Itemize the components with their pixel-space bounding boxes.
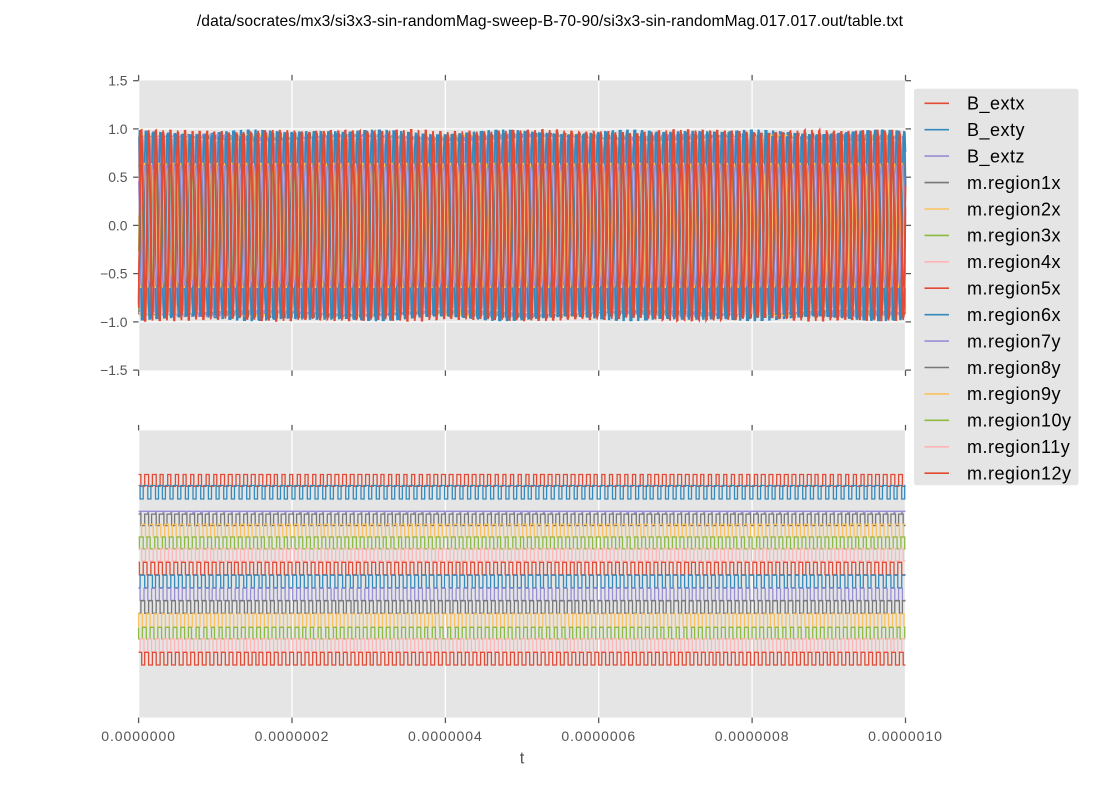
svg-text:m.region4x: m.region4x	[967, 252, 1061, 272]
svg-text:0.0: 0.0	[108, 217, 128, 233]
svg-text:m.region2x: m.region2x	[967, 199, 1061, 219]
svg-text:m.region7y: m.region7y	[967, 331, 1061, 351]
svg-text:0.0000008: 0.0000008	[715, 728, 790, 744]
svg-text:m.region9y: m.region9y	[967, 384, 1061, 404]
svg-text:/data/socrates/mx3/si3x3-sin-r: /data/socrates/mx3/si3x3-sin-randomMag-s…	[197, 13, 904, 30]
svg-text:B_extz: B_extz	[967, 146, 1025, 167]
svg-text:m.region11y: m.region11y	[967, 437, 1070, 457]
svg-text:−1.0: −1.0	[100, 314, 128, 330]
svg-text:m.region12y: m.region12y	[967, 464, 1072, 484]
svg-text:B_exty: B_exty	[967, 120, 1025, 141]
svg-text:0.0000004: 0.0000004	[408, 728, 483, 744]
svg-text:B_extx: B_extx	[967, 94, 1025, 115]
svg-text:m.region6x: m.region6x	[967, 305, 1061, 325]
svg-text:m.region3x: m.region3x	[967, 226, 1061, 246]
svg-text:−0.5: −0.5	[100, 266, 128, 282]
svg-text:1.5: 1.5	[108, 73, 128, 89]
svg-text:−1.5: −1.5	[100, 362, 128, 378]
svg-text:0.0000006: 0.0000006	[561, 728, 636, 744]
svg-text:0.0000010: 0.0000010	[868, 728, 943, 744]
svg-text:1.0: 1.0	[108, 121, 128, 137]
svg-text:m.region1x: m.region1x	[967, 173, 1061, 193]
svg-text:0.0000002: 0.0000002	[255, 728, 330, 744]
svg-text:0.5: 0.5	[108, 169, 128, 185]
svg-text:0.0000000: 0.0000000	[101, 728, 176, 744]
svg-text:m.region10y: m.region10y	[967, 411, 1072, 431]
svg-text:m.region5x: m.region5x	[967, 279, 1061, 299]
svg-text:m.region8y: m.region8y	[967, 358, 1061, 378]
svg-text:t: t	[520, 750, 525, 768]
